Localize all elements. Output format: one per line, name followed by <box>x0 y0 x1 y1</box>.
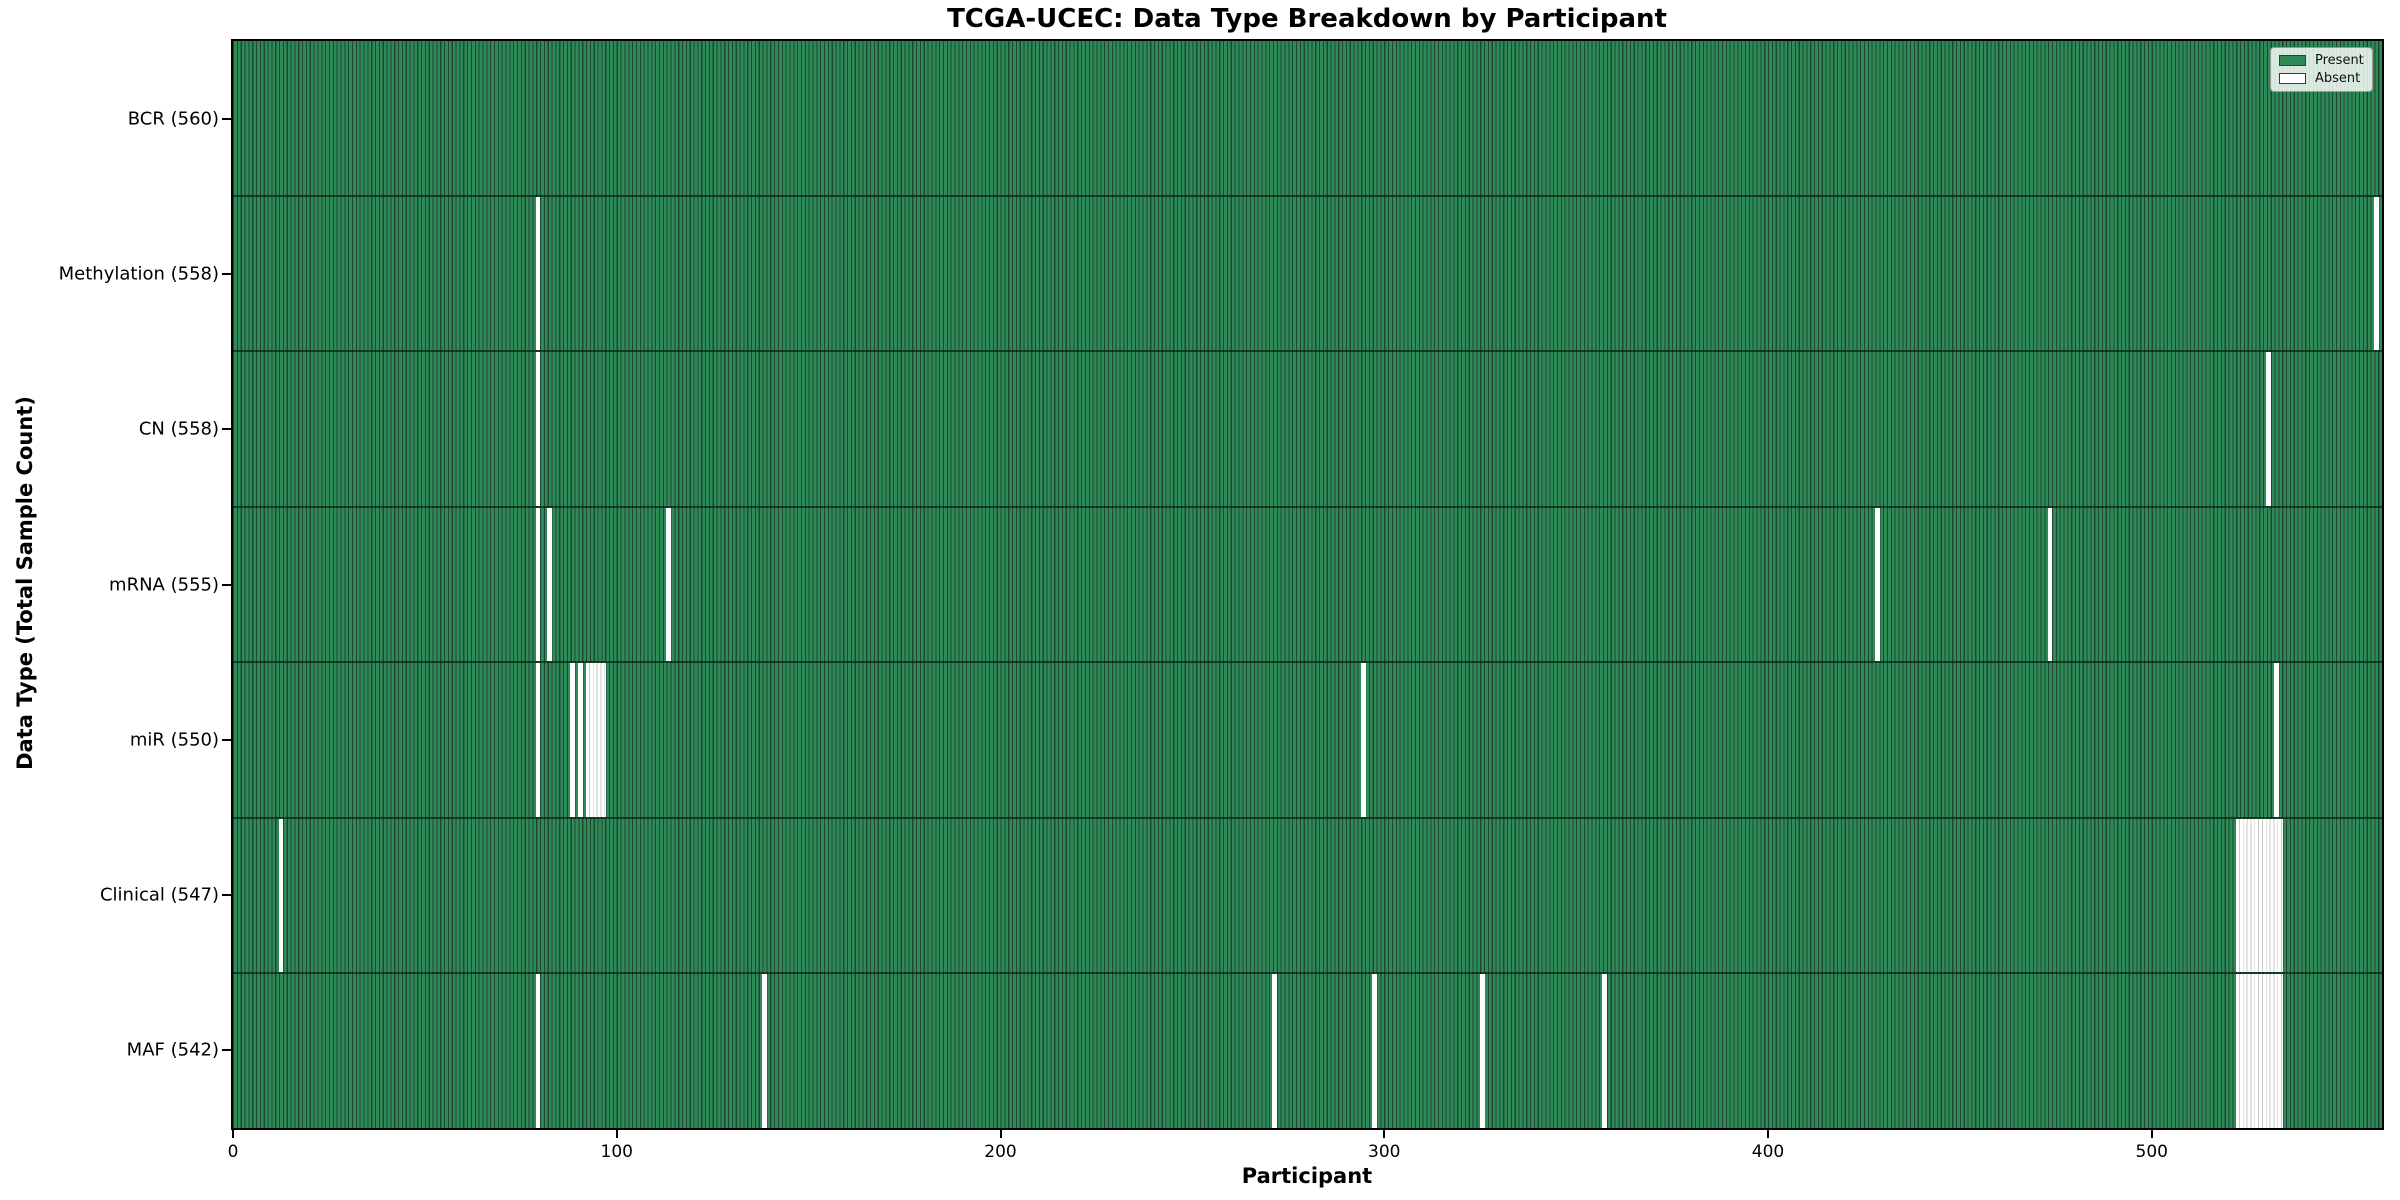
y-tick <box>222 117 231 120</box>
absent-gap <box>1372 974 1378 1129</box>
x-tick <box>999 1130 1002 1138</box>
absent-gap <box>278 818 284 973</box>
row-bcr <box>233 41 2382 195</box>
x-tick-label: 500 <box>2135 1142 2168 1162</box>
absent-gap <box>535 352 541 506</box>
y-tick <box>222 583 231 586</box>
x-tick-label: 300 <box>1368 1142 1401 1162</box>
row-methylation <box>233 194 2382 351</box>
absent-gap <box>666 507 671 662</box>
chart-title: TCGA-UCEC: Data Type Breakdown by Partic… <box>947 4 1667 34</box>
absent-gap <box>2235 818 2283 973</box>
absent-gap <box>2047 507 2053 662</box>
y-tick-label-maf: MAF (542) <box>126 1039 219 1061</box>
row-cn <box>233 350 2382 506</box>
row-clinical <box>233 816 2382 973</box>
absent-gap <box>535 974 541 1129</box>
absent-gap <box>2266 352 2272 506</box>
y-tick-label-mir: miR (550) <box>129 729 219 751</box>
x-tick-label: 200 <box>984 1142 1017 1162</box>
legend-entry-absent: Absent <box>2279 72 2364 85</box>
y-tick <box>222 1049 231 1052</box>
absent-gap <box>2373 196 2379 351</box>
absent-gap <box>535 507 541 662</box>
absent-gap <box>1602 974 1608 1129</box>
x-tick <box>615 1130 618 1138</box>
absent-gap <box>2274 663 2279 817</box>
x-tick <box>232 1130 234 1138</box>
present-swatch-icon <box>2279 55 2306 66</box>
x-tick <box>2150 1130 2153 1138</box>
x-tick-label: 400 <box>1751 1142 1785 1162</box>
y-tick-label-methylation: Methylation (558) <box>58 263 219 285</box>
y-tick-label-clinical: Clinical (547) <box>99 884 219 906</box>
row-mrna <box>233 505 2382 662</box>
absent-gap <box>762 974 767 1129</box>
legend: Present Absent <box>2270 47 2373 92</box>
legend-label-absent: Absent <box>2315 71 2361 86</box>
row-mir <box>233 661 2382 817</box>
absent-gap <box>570 663 576 817</box>
absent-gap <box>535 196 541 351</box>
y-tick-label-mrna: mRNA (555) <box>109 574 219 595</box>
legend-entry-present: Present <box>2279 54 2364 67</box>
y-tick-label-cn: CN (558) <box>138 418 219 440</box>
x-tick <box>1383 1130 1386 1138</box>
absent-gap <box>577 663 583 817</box>
absent-gap <box>2235 974 2283 1129</box>
absent-gap <box>585 663 606 817</box>
y-tick <box>222 894 231 897</box>
absent-gap <box>535 663 541 817</box>
y-tick <box>222 428 231 431</box>
x-tick-label: 0 <box>227 1142 239 1162</box>
legend-label-present: Present <box>2315 53 2364 68</box>
absent-gap <box>1874 507 1880 662</box>
row-maf <box>233 972 2382 1129</box>
absent-gap <box>1479 974 1485 1129</box>
absent-swatch-icon <box>2279 73 2306 84</box>
x-axis-label: Participant <box>1241 1164 1373 1188</box>
absent-gap <box>547 507 552 662</box>
y-tick-label-bcr: BCR (560) <box>127 108 219 130</box>
absent-gap <box>1272 974 1278 1129</box>
x-tick-label: 100 <box>600 1142 633 1162</box>
absent-gap <box>1360 663 1366 817</box>
y-tick <box>222 738 231 741</box>
y-tick <box>222 272 231 275</box>
x-tick <box>1767 1130 1769 1138</box>
plot-area <box>231 39 2384 1130</box>
